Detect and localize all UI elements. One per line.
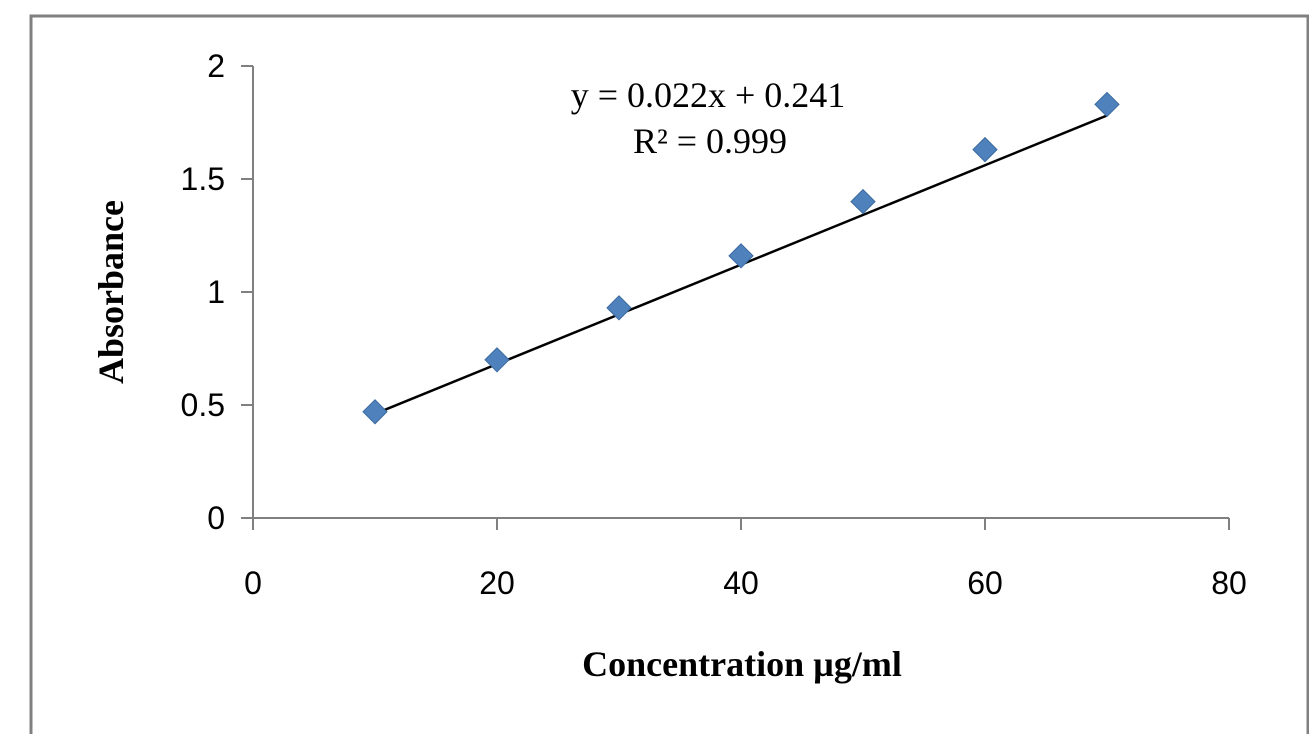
x-tick-label: 80 — [1211, 565, 1247, 601]
equation-annotation: y = 0.022x + 0.241 — [571, 75, 846, 115]
chart-frame — [29, 14, 1309, 739]
y-axis-title: Absorbance — [91, 200, 131, 384]
data-point — [362, 399, 388, 425]
y-tick-label: 0 — [207, 500, 225, 536]
y-tick-label: 1 — [207, 274, 225, 310]
data-point — [1094, 91, 1120, 118]
data-point — [728, 243, 754, 269]
x-tick-label: 0 — [244, 565, 262, 601]
data-point — [972, 136, 998, 163]
x-tick-label: 40 — [723, 565, 759, 601]
r-squared-annotation: R² = 0.999 — [633, 121, 787, 161]
data-point — [850, 188, 876, 215]
data-point — [606, 295, 632, 321]
x-axis-title: Concentration µg/ml — [582, 644, 902, 684]
y-tick-label: 2 — [207, 48, 225, 84]
x-tick-label: 60 — [967, 565, 1003, 601]
x-tick-label: 20 — [479, 565, 515, 601]
data-point — [484, 347, 510, 373]
y-tick-label: 0.5 — [181, 387, 225, 423]
y-tick-label: 1.5 — [181, 161, 225, 197]
